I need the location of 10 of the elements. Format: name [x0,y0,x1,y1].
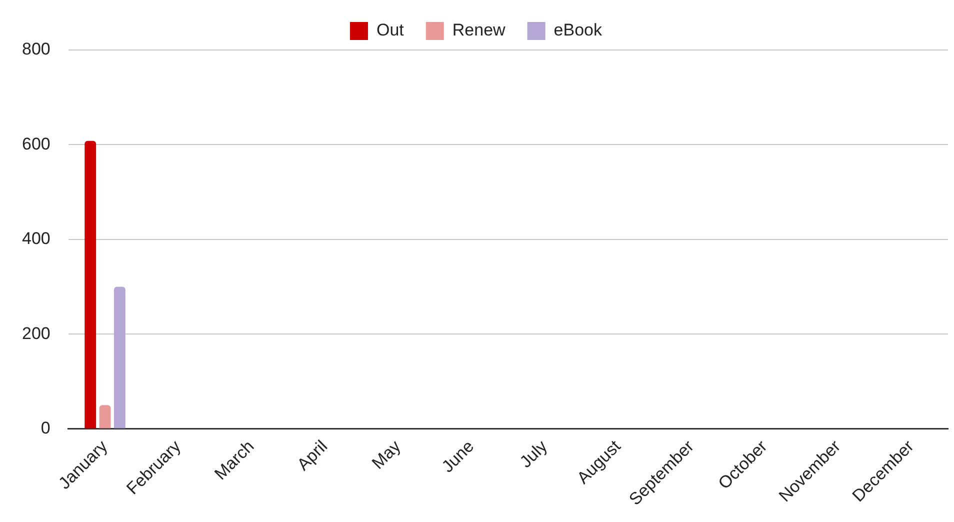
y-tick-label: 0 [40,418,50,438]
legend-label: eBook [554,20,603,40]
y-tick-label: 400 [22,229,50,248]
y-tick-label: 200 [22,324,50,343]
y-tick-label: 800 [22,40,50,59]
x-tick-label: July [516,436,552,472]
legend-label: Renew [452,20,506,40]
legend-label: Out [376,20,404,40]
y-tick-label: 600 [22,134,50,154]
x-tick-label: May [368,436,405,473]
